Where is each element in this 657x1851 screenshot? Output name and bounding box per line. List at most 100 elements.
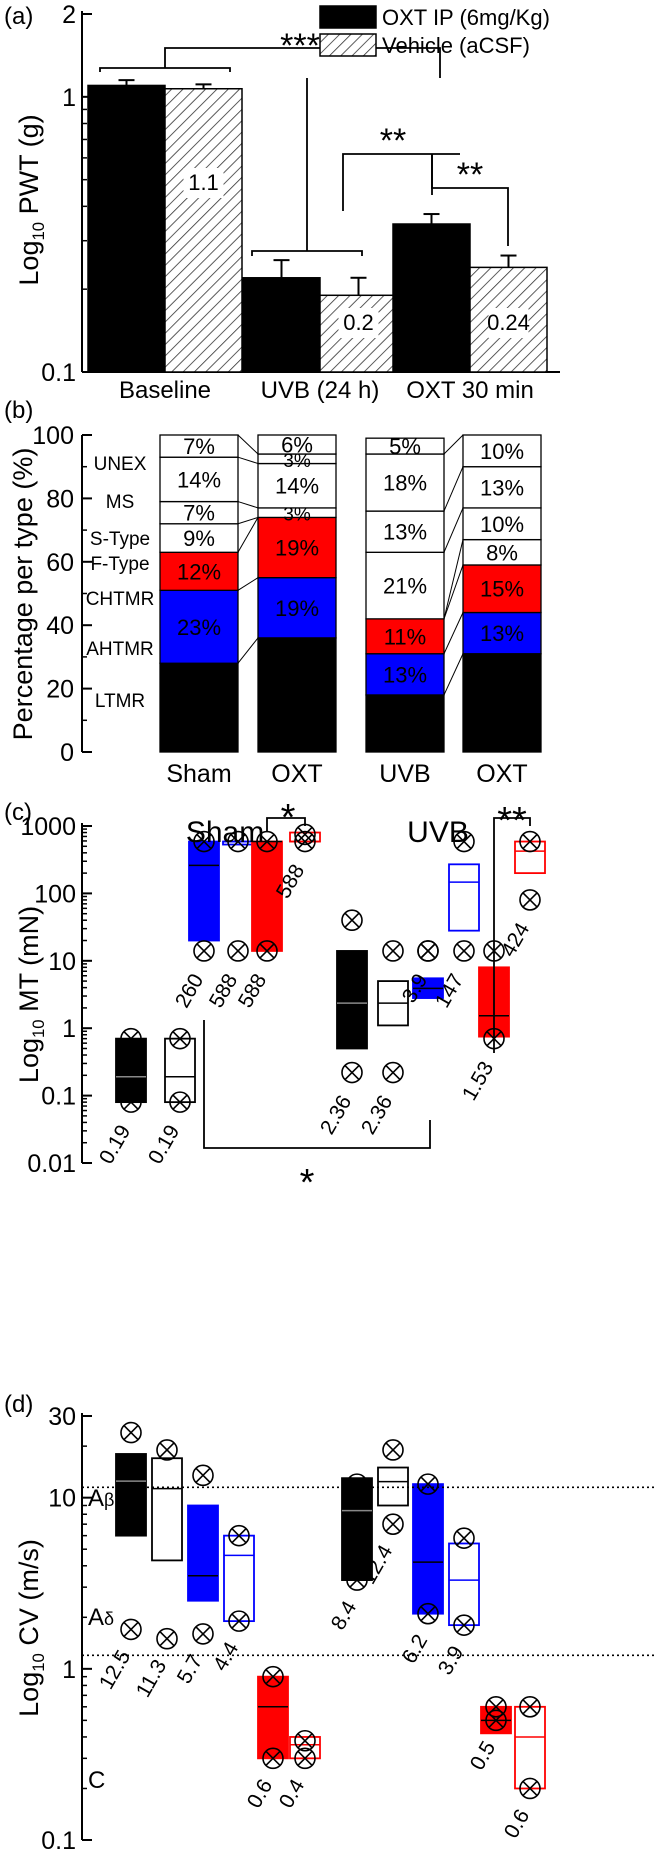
data-point bbox=[294, 830, 316, 853]
type-label: F-Type bbox=[90, 554, 149, 575]
box bbox=[115, 1453, 147, 1537]
stack-segment bbox=[257, 434, 337, 455]
data-point bbox=[341, 909, 363, 932]
data-point bbox=[262, 1747, 284, 1770]
data-point bbox=[169, 1091, 191, 1113]
stack-connector bbox=[237, 517, 259, 553]
y-tick-label: 1 bbox=[62, 1015, 76, 1043]
segment-value-label: 7% bbox=[183, 434, 215, 459]
stack-segment bbox=[159, 434, 239, 458]
data-point-cross bbox=[297, 1750, 313, 1766]
segment-value-label: 5% bbox=[389, 434, 421, 459]
y-tick-label: 0.1 bbox=[41, 1827, 76, 1851]
data-point-cross bbox=[172, 1031, 188, 1047]
y-tick-label: 10 bbox=[48, 1485, 76, 1513]
data-point bbox=[156, 1627, 178, 1650]
data-point bbox=[294, 1729, 316, 1752]
data-point bbox=[453, 940, 475, 962]
panel-b-type-percentage-chart: (b) Percentage per type (%) 0 20 40 60 80 100 28… bbox=[4, 397, 542, 788]
data-point bbox=[192, 1464, 214, 1487]
data-point bbox=[346, 1473, 368, 1495]
bar-value-label: 0.35 bbox=[410, 310, 453, 335]
data-point bbox=[227, 940, 249, 962]
stack-segment bbox=[159, 456, 239, 503]
x-tick-label: UVB (24 h) bbox=[261, 377, 380, 404]
legend-swatch bbox=[319, 33, 377, 57]
box bbox=[448, 863, 480, 932]
type-label: CHTMR bbox=[86, 589, 155, 610]
x-tick-label: Sham bbox=[166, 760, 231, 788]
stack-segment bbox=[462, 538, 542, 566]
significance-bracket bbox=[203, 1020, 431, 1149]
stack-connector bbox=[443, 612, 464, 654]
data-point-cross bbox=[522, 892, 538, 908]
segment-value-label: 14% bbox=[177, 467, 221, 492]
y-axis-label: Log10 PWT (g) bbox=[14, 114, 48, 285]
y-axis-label-part: Log bbox=[14, 1672, 44, 1717]
stack-segment bbox=[159, 523, 239, 553]
y-axis-label-part: 10 bbox=[29, 1653, 48, 1672]
segment-value-label: 6% bbox=[281, 433, 313, 458]
box bbox=[514, 840, 546, 875]
box bbox=[336, 950, 368, 1050]
data-point-cross bbox=[159, 1631, 175, 1647]
x-tick-label: OXT bbox=[476, 760, 527, 788]
data-point bbox=[417, 1602, 439, 1625]
segment-value-label: 18% bbox=[383, 711, 427, 736]
panel-a-pwt-bar-chart: (a) Log10 PWT (g) 0.1 1 2 Baseline 1.1 1.1 UVB (… bbox=[4, 1, 560, 404]
data-point-cross bbox=[420, 1476, 436, 1492]
y-tick-label: 80 bbox=[46, 485, 74, 513]
data-point bbox=[120, 1618, 142, 1641]
fiber-type-label-part: C bbox=[88, 1767, 105, 1794]
stack-connector bbox=[443, 653, 464, 696]
segment-value-label: 8% bbox=[486, 540, 518, 565]
segment-value-label: 3% bbox=[283, 505, 311, 526]
box-value-label: 588 bbox=[205, 970, 242, 1012]
type-label: AHTMR bbox=[86, 639, 154, 660]
y-tick-label: 0.1 bbox=[41, 1083, 76, 1111]
data-point bbox=[382, 1439, 404, 1461]
data-point bbox=[294, 1747, 316, 1770]
stack-connector bbox=[443, 507, 464, 553]
data-point bbox=[346, 1569, 368, 1591]
data-point bbox=[382, 1061, 404, 1084]
stack-connector bbox=[237, 637, 259, 664]
box-value-label: 2.36 bbox=[357, 1092, 397, 1139]
box-value-label: 4.4 bbox=[209, 1638, 244, 1675]
bar bbox=[392, 223, 471, 373]
significance-bracket bbox=[493, 817, 531, 1053]
data-point bbox=[485, 1709, 507, 1732]
data-point bbox=[519, 830, 541, 853]
type-label: S-Type bbox=[90, 529, 150, 550]
y-tick-label: 0.1 bbox=[41, 359, 76, 387]
y-axis-label: Log10 CV (m/s) bbox=[14, 1539, 48, 1717]
box-value-label: 588 bbox=[234, 970, 271, 1012]
box bbox=[257, 1675, 289, 1760]
segment-value-label: 7% bbox=[183, 501, 215, 526]
x-tick-label: OXT 30 min bbox=[406, 377, 534, 404]
panel-label: (d) bbox=[4, 1391, 33, 1418]
y-tick-label: 10 bbox=[48, 948, 76, 976]
box bbox=[188, 840, 220, 942]
data-point-cross bbox=[231, 1613, 247, 1629]
data-point-cross bbox=[172, 1094, 188, 1110]
type-label: MS bbox=[106, 492, 135, 513]
bar-value-label: 1.1 bbox=[111, 170, 142, 195]
x-tick-label: OXT bbox=[271, 760, 322, 788]
data-point-cross bbox=[123, 1094, 139, 1110]
y-tick-label: 2 bbox=[62, 1, 76, 29]
box-value-label: 5.7 bbox=[173, 1651, 208, 1688]
data-point bbox=[227, 830, 249, 853]
y-axis-label-part: PWT (g) bbox=[14, 114, 44, 222]
box bbox=[223, 1534, 255, 1623]
stack-connector bbox=[237, 501, 259, 509]
data-point bbox=[453, 830, 475, 853]
y-tick-label: 0.01 bbox=[27, 1150, 76, 1178]
data-point-cross bbox=[231, 1528, 247, 1544]
data-point-cross bbox=[259, 833, 275, 850]
data-point-cross bbox=[420, 1606, 436, 1622]
y-tick-label: 0 bbox=[60, 739, 74, 767]
bar-value-label: 1.1 bbox=[188, 170, 219, 195]
y-axis-label-part: 10 bbox=[29, 1019, 48, 1038]
data-point-cross bbox=[349, 1572, 365, 1588]
